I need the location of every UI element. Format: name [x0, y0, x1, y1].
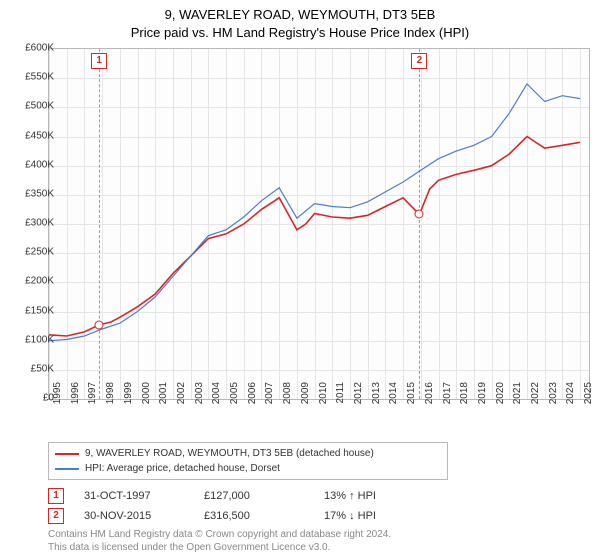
y-tick-label: £200K	[10, 276, 54, 287]
x-tick-label: 1998	[105, 382, 116, 422]
x-tick-label: 2011	[335, 382, 346, 422]
y-tick-label: £500K	[10, 101, 54, 112]
event-row-badge: 1	[48, 488, 64, 504]
x-tick-label: 2009	[300, 382, 311, 422]
event-badge: 1	[91, 53, 107, 69]
event-delta: 17% ↓ HPI	[324, 510, 424, 522]
x-tick-label: 2005	[229, 382, 240, 422]
x-tick-label: 2010	[318, 382, 329, 422]
y-tick-label: £550K	[10, 72, 54, 83]
chart-title: 9, WAVERLEY ROAD, WEYMOUTH, DT3 5EB Pric…	[0, 0, 600, 41]
x-tick-label: 2013	[371, 382, 382, 422]
x-tick-label: 2022	[530, 382, 541, 422]
x-tick-label: 2021	[512, 382, 523, 422]
x-tick-label: 2019	[477, 382, 488, 422]
x-tick-label: 2016	[424, 382, 435, 422]
legend-label: 9, WAVERLEY ROAD, WEYMOUTH, DT3 5EB (det…	[85, 446, 374, 461]
x-tick-label: 2002	[176, 382, 187, 422]
event-badge: 2	[411, 53, 427, 69]
y-tick-label: £300K	[10, 218, 54, 229]
y-tick-label: £50K	[10, 363, 54, 374]
x-tick-label: 2008	[282, 382, 293, 422]
event-table: 1 31-OCT-1997 £127,000 13% ↑ HPI 2 30-NOV-201…	[48, 484, 424, 524]
x-tick-label: 2006	[247, 382, 258, 422]
y-tick-label: £600K	[10, 43, 54, 54]
chart-container: 9, WAVERLEY ROAD, WEYMOUTH, DT3 5EB Pric…	[0, 0, 600, 560]
y-tick-label: £150K	[10, 305, 54, 316]
legend-swatch	[55, 468, 79, 470]
y-tick-label: £0	[10, 393, 54, 404]
y-tick-label: £400K	[10, 159, 54, 170]
legend-item: HPI: Average price, detached house, Dors…	[55, 461, 441, 476]
event-row: 1 31-OCT-1997 £127,000 13% ↑ HPI	[48, 488, 424, 504]
event-vline	[419, 49, 420, 399]
y-tick-label: £100K	[10, 334, 54, 345]
x-tick-label: 1996	[70, 382, 81, 422]
y-tick-label: £350K	[10, 188, 54, 199]
y-tick-label: £450K	[10, 130, 54, 141]
line-series-svg	[49, 49, 589, 399]
event-price: £127,000	[204, 490, 304, 502]
legend-label: HPI: Average price, detached house, Dors…	[85, 461, 280, 476]
legend: 9, WAVERLEY ROAD, WEYMOUTH, DT3 5EB (det…	[48, 442, 448, 480]
x-tick-label: 2023	[548, 382, 559, 422]
x-tick-label: 2001	[158, 382, 169, 422]
event-row-badge: 2	[48, 508, 64, 524]
x-tick-label: 2007	[264, 382, 275, 422]
series-line	[49, 84, 580, 341]
series-line	[49, 137, 580, 337]
event-row: 2 30-NOV-2015 £316,500 17% ↓ HPI	[48, 508, 424, 524]
x-tick-label: 2024	[565, 382, 576, 422]
x-tick-label: 2012	[353, 382, 364, 422]
x-tick-label: 2003	[194, 382, 205, 422]
event-date: 31-OCT-1997	[84, 490, 184, 502]
event-date: 30-NOV-2015	[84, 510, 184, 522]
y-tick-label: £250K	[10, 247, 54, 258]
attribution-line-2: This data is licensed under the Open Gov…	[48, 541, 391, 554]
x-tick-label: 2025	[583, 382, 594, 422]
legend-swatch	[55, 453, 79, 455]
event-delta: 13% ↑ HPI	[324, 490, 424, 502]
x-tick-label: 2018	[459, 382, 470, 422]
legend-item: 9, WAVERLEY ROAD, WEYMOUTH, DT3 5EB (det…	[55, 446, 441, 461]
x-tick-label: 1997	[87, 382, 98, 422]
x-tick-label: 2014	[388, 382, 399, 422]
x-tick-label: 2004	[211, 382, 222, 422]
event-dot	[415, 210, 424, 219]
x-tick-label: 1999	[123, 382, 134, 422]
title-line-1: 9, WAVERLEY ROAD, WEYMOUTH, DT3 5EB	[0, 6, 600, 24]
x-tick-label: 2017	[442, 382, 453, 422]
attribution: Contains HM Land Registry data © Crown c…	[48, 528, 391, 554]
x-tick-label: 1995	[52, 382, 63, 422]
attribution-line-1: Contains HM Land Registry data © Crown c…	[48, 528, 391, 541]
event-dot	[95, 320, 104, 329]
event-price: £316,500	[204, 510, 304, 522]
x-tick-label: 2020	[495, 382, 506, 422]
title-line-2: Price paid vs. HM Land Registry's House …	[0, 24, 600, 42]
x-tick-label: 2015	[406, 382, 417, 422]
x-tick-label: 2000	[141, 382, 152, 422]
event-vline	[99, 49, 100, 399]
plot-area: 12	[48, 48, 590, 400]
